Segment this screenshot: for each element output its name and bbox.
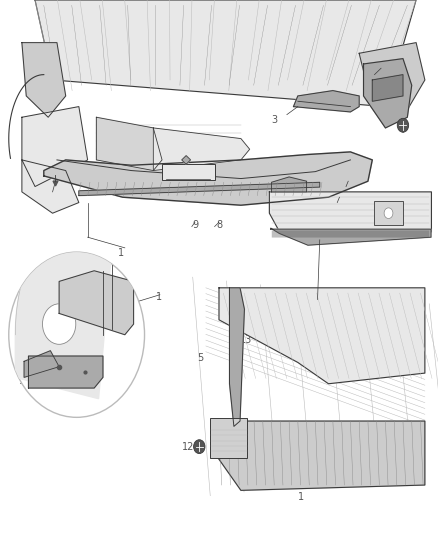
- Polygon shape: [182, 156, 191, 164]
- Circle shape: [397, 118, 409, 132]
- Polygon shape: [293, 91, 359, 112]
- Polygon shape: [153, 128, 250, 171]
- Text: 3: 3: [272, 115, 278, 125]
- Text: 5: 5: [197, 353, 203, 363]
- Polygon shape: [215, 421, 425, 490]
- Polygon shape: [24, 351, 59, 377]
- Text: 12: 12: [182, 442, 194, 451]
- Text: 8: 8: [217, 221, 223, 230]
- Polygon shape: [22, 43, 66, 117]
- Bar: [162, 164, 215, 180]
- Polygon shape: [219, 288, 425, 384]
- Text: 9: 9: [193, 221, 199, 230]
- Text: 5: 5: [346, 177, 352, 187]
- Text: 1: 1: [155, 292, 162, 302]
- Polygon shape: [28, 356, 103, 388]
- Text: 11: 11: [42, 171, 54, 181]
- Text: 2: 2: [199, 159, 205, 168]
- Polygon shape: [35, 0, 416, 107]
- Circle shape: [42, 304, 76, 344]
- Text: 1: 1: [118, 248, 124, 257]
- Bar: [210, 418, 247, 458]
- Circle shape: [194, 440, 205, 454]
- Polygon shape: [96, 117, 162, 171]
- Polygon shape: [15, 217, 113, 399]
- Polygon shape: [272, 177, 307, 192]
- Circle shape: [9, 252, 145, 417]
- Text: 1: 1: [298, 492, 304, 502]
- Polygon shape: [269, 192, 431, 241]
- Text: 16: 16: [315, 296, 328, 305]
- Polygon shape: [22, 107, 88, 187]
- Polygon shape: [359, 43, 425, 117]
- Circle shape: [384, 208, 393, 219]
- Polygon shape: [22, 160, 79, 213]
- Bar: [374, 201, 403, 225]
- Polygon shape: [44, 152, 372, 205]
- Text: 6: 6: [337, 196, 343, 205]
- Polygon shape: [59, 271, 134, 335]
- Text: 13: 13: [240, 335, 252, 345]
- Text: 14: 14: [25, 380, 38, 390]
- Polygon shape: [271, 228, 431, 245]
- Polygon shape: [230, 288, 244, 426]
- Polygon shape: [372, 75, 403, 101]
- Text: 7: 7: [9, 321, 15, 331]
- Polygon shape: [79, 182, 320, 196]
- Text: 1: 1: [374, 69, 381, 78]
- Text: 4: 4: [399, 125, 405, 135]
- Polygon shape: [364, 59, 412, 128]
